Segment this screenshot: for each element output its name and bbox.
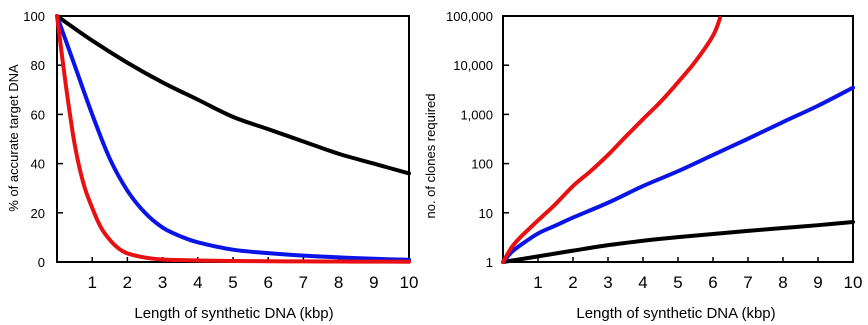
- left-x-tick-label: 6: [263, 273, 272, 292]
- right-y-tick-label: 1,000: [460, 107, 493, 122]
- right-y-tick-label: 100,000: [446, 9, 493, 24]
- left-y-tick-label: 100: [23, 9, 45, 24]
- right-x-axis-label: Length of synthetic DNA (kbp): [576, 305, 775, 322]
- left-x-tick-label: 8: [334, 273, 343, 292]
- left-series-line-1: [55, 14, 411, 262]
- right-series-line-1: [501, 85, 855, 264]
- right-y-axis-label: no. of clones required: [423, 93, 438, 218]
- right-y-tick-label: 10: [479, 206, 493, 221]
- accuracy-chart: % of accurate target DNA Length of synth…: [6, 9, 418, 322]
- left-x-tick-label: 4: [193, 273, 202, 292]
- left-x-tick-label: 5: [228, 273, 237, 292]
- left-x-tick-label: 10: [400, 273, 419, 292]
- right-y-tick-label: 10,000: [453, 58, 493, 73]
- left-x-tick-label: 7: [299, 273, 308, 292]
- right-x-tick-label: 1: [533, 273, 542, 292]
- left-series-line-2: [55, 14, 411, 264]
- right-x-tick-label: 7: [743, 273, 752, 292]
- right-x-tick-label: 6: [708, 273, 717, 292]
- right-x-tick-label: 3: [603, 273, 612, 292]
- left-y-tick-label: 80: [31, 58, 45, 73]
- left-x-axis-label: Length of synthetic DNA (kbp): [134, 305, 333, 322]
- right-x-tick-label: 8: [778, 273, 787, 292]
- right-series-line-0: [501, 220, 855, 264]
- left-x-tick-label: 9: [369, 273, 378, 292]
- left-series-line-0: [55, 14, 411, 176]
- left-y-tick-label: 20: [31, 206, 45, 221]
- left-y-tick-label: 0: [38, 255, 45, 270]
- left-x-tick-label: 1: [87, 273, 96, 292]
- left-x-tick-label: 2: [123, 273, 132, 292]
- left-y-axis-label: % of accurate target DNA: [6, 64, 21, 212]
- left-y-tick-label: 40: [31, 157, 45, 172]
- right-x-tick-label: 10: [844, 273, 863, 292]
- right-x-tick-label: 5: [673, 273, 682, 292]
- right-x-tick-label: 9: [813, 273, 822, 292]
- right-series-line-2: [501, 16, 722, 264]
- right-x-tick-label: 2: [568, 273, 577, 292]
- right-x-tick-label: 4: [638, 273, 647, 292]
- left-y-tick-label: 60: [31, 107, 45, 122]
- right-y-tick-label: 100: [471, 157, 493, 172]
- left-x-tick-label: 3: [158, 273, 167, 292]
- clones-chart: no. of clones required Length of synthet…: [423, 9, 862, 322]
- right-y-tick-label: 1: [486, 255, 493, 270]
